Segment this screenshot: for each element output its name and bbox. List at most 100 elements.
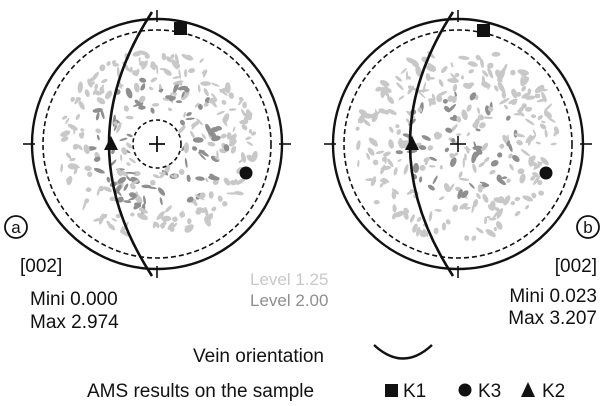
- contour-blob: [158, 83, 163, 94]
- contour-blob: [395, 124, 400, 129]
- contour-blob: [403, 212, 409, 220]
- contour-blob: [543, 103, 553, 112]
- contour-blob: [418, 145, 427, 151]
- contour-blob: [447, 103, 457, 113]
- contour-blob: [460, 75, 465, 80]
- contour-blob: [477, 184, 483, 193]
- contour-blob: [443, 183, 451, 193]
- contour-blob: [378, 108, 387, 114]
- contour-blob: [471, 201, 476, 214]
- contour-blob: [161, 215, 172, 222]
- contour-blob: [165, 56, 172, 63]
- contour-blob: [230, 145, 237, 154]
- contour-blob: [128, 157, 136, 164]
- contour-blob: [194, 102, 200, 108]
- contour-blob: [521, 103, 527, 109]
- panel-label-b: b: [583, 218, 592, 237]
- contour-blob: [518, 106, 524, 113]
- contour-blob: [468, 182, 475, 189]
- contour-blob: [222, 113, 230, 124]
- contour-blob: [60, 136, 69, 142]
- contour-blob: [514, 133, 525, 138]
- contour-blob: [478, 161, 485, 168]
- contour-blob: [106, 61, 111, 67]
- contour-blob: [485, 229, 496, 238]
- contour-blob: [456, 133, 462, 136]
- contour-blob: [496, 208, 504, 219]
- contour-blob: [77, 144, 83, 151]
- contour-blob: [70, 96, 75, 102]
- contour-blob: [85, 187, 92, 193]
- contour-blob: [407, 85, 415, 95]
- contour-blob: [242, 101, 247, 109]
- contour-blob: [536, 88, 548, 92]
- contour-blob: [95, 112, 100, 121]
- contour-blob: [175, 100, 183, 104]
- contour-blob: [138, 207, 148, 214]
- contour-blob: [450, 157, 457, 167]
- contour-blob: [451, 95, 457, 104]
- contour-blob: [210, 93, 216, 98]
- contour-blob: [178, 68, 181, 80]
- contour-blob: [467, 82, 475, 88]
- k1-legend-square-icon: [385, 384, 398, 397]
- contour-blob: [487, 67, 494, 79]
- contour-blob: [192, 137, 204, 143]
- contour-blob: [452, 204, 459, 212]
- contour-blob: [159, 171, 166, 179]
- contour-blob: [423, 157, 430, 163]
- contour-blob: [184, 224, 193, 228]
- contour-blob: [216, 110, 225, 115]
- contour-blob: [512, 155, 520, 162]
- contour-blob: [468, 69, 474, 74]
- contour-blob: [438, 196, 445, 201]
- contour-blob: [208, 175, 220, 181]
- contour-blob: [126, 133, 133, 138]
- contour-blob: [550, 142, 557, 146]
- contour-blob: [471, 235, 477, 241]
- contour-blob: [180, 119, 185, 126]
- contour-blob: [499, 196, 505, 200]
- contour-blob: [138, 105, 146, 110]
- contour-blob: [125, 87, 133, 99]
- contour-blob: [525, 204, 530, 210]
- pole-figure-b: b: [324, 10, 600, 278]
- contour-blob: [427, 62, 437, 69]
- contour-blob: [412, 162, 420, 174]
- contour-blob: [525, 118, 535, 126]
- contour-blob: [194, 194, 205, 201]
- contour-blob: [452, 83, 458, 92]
- contour-blob: [397, 159, 402, 162]
- vein-orientation-arc-symbol: [373, 344, 433, 360]
- ams-results-label: AMS results on the sample: [87, 381, 314, 402]
- contour-blob: [115, 119, 120, 124]
- contour-blob: [148, 86, 154, 91]
- contour-blob: [241, 124, 248, 131]
- contour-blob: [375, 86, 382, 92]
- contour-blob: [466, 132, 471, 137]
- contour-blob: [167, 222, 175, 231]
- contour-blob: [163, 68, 172, 76]
- contour-blob: [193, 201, 198, 206]
- contour-blob: [387, 108, 397, 116]
- contour-blob: [357, 159, 360, 168]
- contour-blob: [222, 201, 228, 207]
- contour-blob: [381, 86, 390, 97]
- contour-blob: [205, 177, 209, 183]
- contour-blob: [125, 115, 134, 120]
- contour-blob: [183, 142, 190, 154]
- contour-blob: [181, 53, 192, 61]
- contour-blob: [187, 218, 192, 225]
- contour-blob: [481, 142, 489, 151]
- density-contours-b: [355, 49, 560, 241]
- contour-blob: [416, 216, 422, 222]
- contour-blob: [472, 163, 477, 173]
- contour-blob: [74, 99, 79, 105]
- contour-blob: [104, 90, 113, 100]
- contour-blob: [96, 134, 100, 141]
- contour-blob: [186, 111, 192, 117]
- contour-blob: [111, 148, 115, 155]
- contour-blob: [99, 84, 104, 95]
- contour-blob: [488, 217, 497, 221]
- contour-blob: [119, 137, 128, 142]
